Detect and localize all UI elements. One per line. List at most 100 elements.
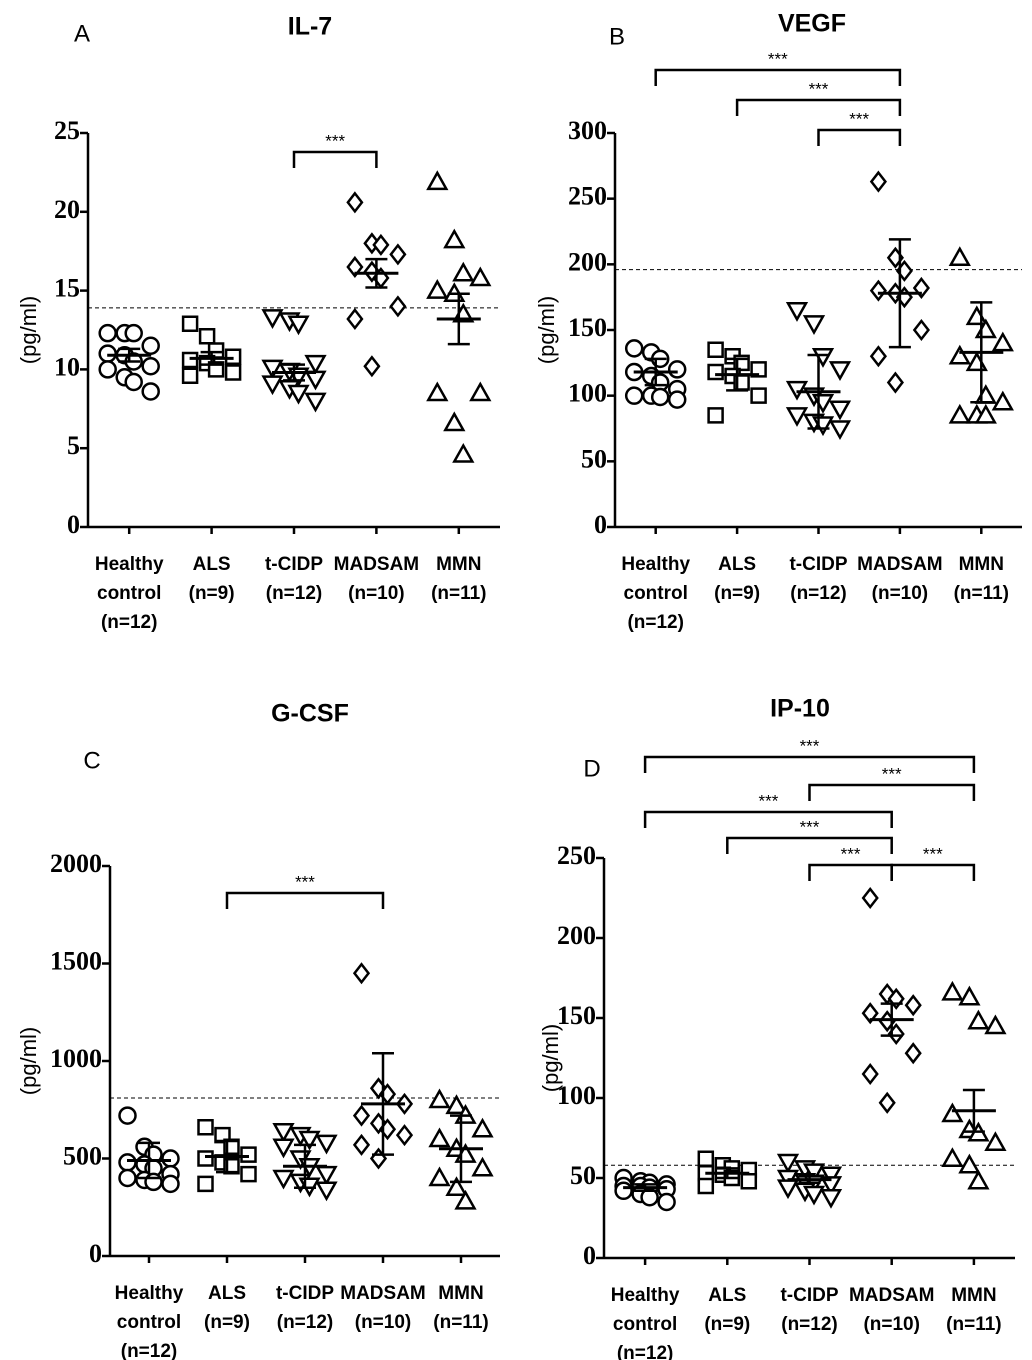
- data-point: [181, 315, 199, 332]
- data-point: [640, 1187, 659, 1207]
- data-point: [819, 1166, 843, 1187]
- panel-label: D: [583, 755, 600, 782]
- y-tick-label: 1500: [50, 946, 102, 975]
- data-point: [967, 1169, 990, 1190]
- data-point: [428, 1166, 451, 1187]
- data-point: [363, 355, 381, 378]
- data-point: [298, 1130, 321, 1151]
- data-point: [828, 400, 852, 421]
- y-axis-label: (pg/ml): [534, 296, 559, 364]
- error-bar: [294, 1143, 316, 1189]
- data-point: [240, 1165, 257, 1183]
- data-point: [828, 361, 852, 381]
- data-point: [352, 962, 371, 985]
- data-point: [287, 315, 310, 336]
- error-bar: [798, 1175, 821, 1185]
- data-point: [948, 246, 971, 267]
- data-point: [454, 1189, 477, 1210]
- y-tick-label: 0: [594, 510, 607, 539]
- y-tick-label: 100: [568, 379, 607, 408]
- error-bar: [716, 1167, 739, 1180]
- x-tick-label: ALS (n=9): [704, 1285, 750, 1335]
- significance-label: ***: [768, 49, 788, 68]
- data-point: [452, 442, 475, 463]
- data-point: [984, 1131, 1007, 1152]
- y-tick-label: 20: [54, 195, 80, 224]
- y-tick-label: 250: [568, 182, 607, 211]
- error-bar: [807, 353, 830, 430]
- data-point: [261, 359, 284, 380]
- x-tick-label: ALS (n=9): [204, 1283, 250, 1333]
- x-tick-label: Healthy control (n=12): [611, 1285, 680, 1360]
- data-point: [240, 1146, 257, 1163]
- data-point: [346, 307, 364, 331]
- panel-label: B: [609, 23, 625, 50]
- data-point: [697, 1177, 715, 1195]
- significance-label: ***: [923, 844, 943, 863]
- panel-label: C: [83, 747, 100, 774]
- data-point: [811, 393, 835, 414]
- error-bar: [880, 1002, 903, 1037]
- data-point: [372, 233, 390, 256]
- x-tick-label: Healthy control (n=12): [95, 554, 164, 633]
- data-point: [469, 266, 492, 287]
- data-point: [315, 1165, 338, 1186]
- data-point: [869, 345, 887, 368]
- data-point: [315, 1181, 338, 1202]
- data-point: [426, 170, 449, 191]
- data-point: [785, 380, 809, 401]
- data-point: [272, 1169, 295, 1190]
- chart-title: IP-10: [770, 695, 830, 723]
- data-point: [958, 985, 981, 1006]
- data-point: [819, 1176, 843, 1196]
- y-tick-label: 15: [54, 274, 80, 303]
- data-point: [161, 1149, 180, 1168]
- data-point: [974, 403, 997, 424]
- data-point: [197, 1150, 214, 1167]
- error-bar: [372, 1051, 394, 1156]
- y-axis-label: (pg/ml): [538, 1024, 563, 1092]
- data-point: [750, 361, 767, 378]
- data-point: [445, 1094, 468, 1115]
- y-tick-label: 200: [557, 921, 596, 950]
- data-point: [941, 1147, 964, 1168]
- data-point: [428, 1127, 451, 1148]
- x-tick-label: ALS (n=9): [714, 554, 760, 604]
- data-point: [869, 170, 887, 193]
- significance-label: ***: [800, 736, 820, 755]
- data-point: [124, 323, 143, 343]
- data-point: [198, 328, 216, 345]
- data-point: [861, 886, 879, 910]
- y-tick-label: 250: [557, 841, 596, 870]
- data-point: [991, 331, 1014, 352]
- error-bar: [450, 1114, 472, 1184]
- data-point: [811, 348, 835, 368]
- x-tick-label: MMN (n=11): [954, 554, 1009, 604]
- data-point: [261, 309, 284, 329]
- data-point: [861, 1002, 879, 1025]
- data-point: [878, 1091, 896, 1114]
- data-point: [657, 1192, 676, 1212]
- data-point: [958, 1153, 981, 1174]
- data-point: [948, 403, 971, 424]
- data-point: [819, 1188, 843, 1209]
- data-point: [965, 305, 988, 326]
- y-tick-label: 5: [67, 431, 80, 460]
- data-point: [118, 1106, 137, 1125]
- y-tick-label: 0: [67, 510, 80, 539]
- y-tick-label: 100: [557, 1081, 596, 1110]
- y-tick-label: 150: [568, 313, 607, 342]
- data-point: [802, 1185, 826, 1206]
- data-point: [667, 360, 687, 379]
- y-tick-label: 50: [570, 1161, 596, 1190]
- data-point: [197, 1119, 214, 1136]
- data-point: [98, 323, 117, 343]
- data-point: [141, 336, 160, 356]
- x-tick-label: t-CIDP (n=12): [780, 1285, 838, 1335]
- significance-bracket: [292, 150, 378, 168]
- data-point: [785, 407, 809, 427]
- data-point: [750, 387, 767, 404]
- y-tick-label: 50: [581, 444, 607, 473]
- data-point: [224, 364, 242, 381]
- error-bar: [118, 347, 141, 363]
